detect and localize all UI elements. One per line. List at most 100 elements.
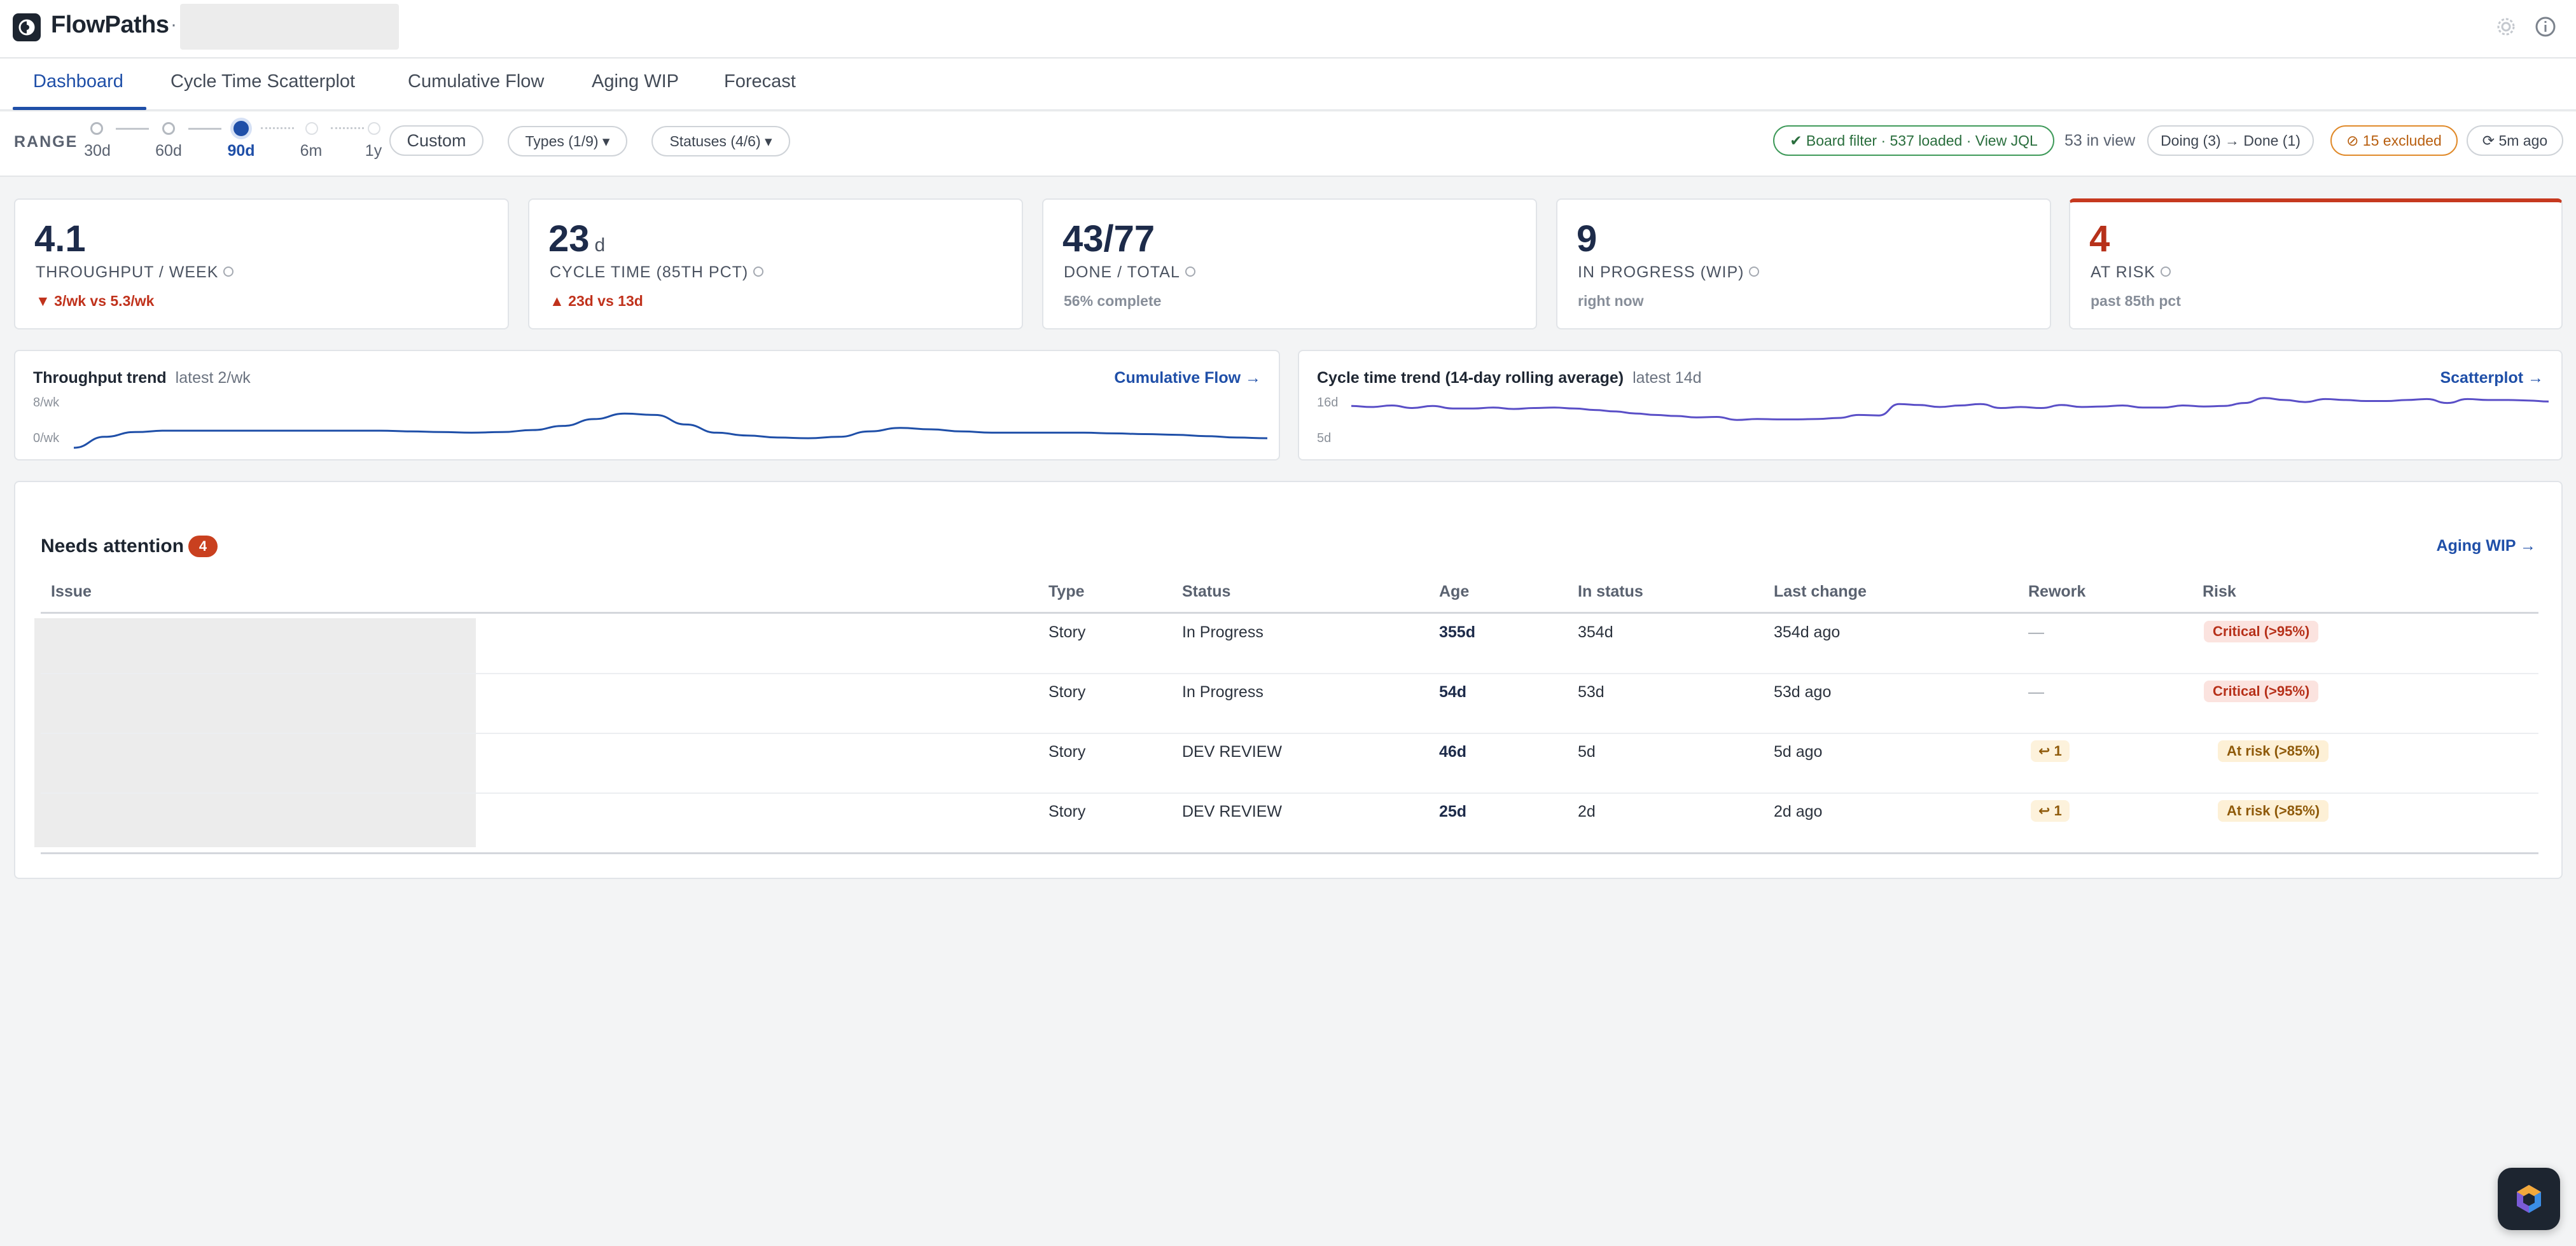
range-stop-label[interactable]: 30d: [84, 142, 111, 160]
y-axis-max: 8/wk: [33, 396, 60, 410]
app-title: FlowPaths: [51, 11, 169, 38]
table-row-last-change: 354d ago: [1774, 623, 1841, 641]
tab-forecast[interactable]: Forecast: [724, 71, 796, 92]
info-icon[interactable]: [1185, 267, 1195, 277]
kpi-value: 43/77: [1062, 218, 1155, 260]
types-filter[interactable]: Types (1/9) ▾: [508, 126, 627, 156]
column-header-risk[interactable]: Risk: [2203, 583, 2236, 600]
column-header-in-status[interactable]: In status: [1578, 583, 1643, 600]
trend-title: Throughput trend latest 2/wk: [33, 369, 251, 387]
cycle-time-sparkline: [1351, 397, 2549, 421]
kpi-value: 23 d: [548, 218, 606, 260]
excluded-badge[interactable]: ⊘ 15 excluded: [2330, 125, 2458, 156]
table-row-status: DEV REVIEW: [1182, 743, 1282, 761]
table-row-type: Story: [1048, 623, 1086, 641]
info-icon[interactable]: [2534, 15, 2557, 38]
kpi-sub: 56% complete: [1064, 293, 1162, 309]
kpi-at-risk: 4 AT RISK past 85th pct: [2069, 198, 2563, 329]
range-stop-90d[interactable]: [233, 121, 249, 136]
column-header-type[interactable]: Type: [1048, 583, 1085, 600]
row-divider: [41, 733, 2538, 734]
tab-cycle-time-scatterplot[interactable]: Cycle Time Scatterplot: [171, 71, 356, 92]
table-row-age: 54d: [1439, 683, 1467, 701]
board-filter-badge[interactable]: ✔ Board filter · 537 loaded · View JQL: [1773, 125, 2054, 156]
range-stop-label[interactable]: 6m: [300, 142, 323, 160]
table-row-status: DEV REVIEW: [1182, 803, 1282, 820]
table-row-rework: —: [2028, 623, 2044, 641]
table-row-status: In Progress: [1182, 683, 1264, 701]
table-row-rework: —: [2028, 683, 2044, 701]
table-bottom-divider: [41, 852, 2538, 854]
info-icon[interactable]: [2160, 267, 2171, 277]
needs-attention-title: Needs attention: [41, 536, 184, 557]
refresh-button[interactable]: ⟳ 5m ago: [2467, 125, 2563, 156]
range-track: [188, 128, 221, 130]
aging-wip-link[interactable]: Aging WIP →: [2436, 537, 2536, 555]
y-axis-max: 16d: [1317, 396, 1339, 410]
info-icon[interactable]: [1749, 267, 1760, 277]
custom-range-button[interactable]: Custom: [389, 125, 484, 156]
column-header-issue[interactable]: Issue: [51, 583, 92, 600]
table-row-in-status: 2d: [1578, 803, 1596, 820]
table-row-age: 25d: [1439, 803, 1467, 820]
throughput-series-line: [73, 412, 1268, 449]
table-row-last-change: 5d ago: [1774, 743, 1823, 761]
column-header-last-change[interactable]: Last change: [1774, 583, 1867, 600]
table-row-type: Story: [1048, 683, 1086, 701]
title-separator: ·: [171, 14, 177, 35]
statuses-filter[interactable]: Statuses (4/6) ▾: [651, 126, 790, 156]
range-track: [261, 127, 294, 129]
table-row-type: Story: [1048, 803, 1086, 820]
cumulative-flow-link[interactable]: Cumulative Flow →: [1114, 369, 1261, 387]
info-icon[interactable]: [223, 267, 234, 277]
risk-badge: Critical (>95%): [2204, 681, 2319, 702]
table-row-age: 355d: [1439, 623, 1475, 641]
cycle-time-series-line: [1351, 397, 2549, 421]
scatterplot-link[interactable]: Scatterplot →: [2440, 369, 2544, 387]
needs-attention-count: 4: [188, 536, 218, 557]
column-header-rework[interactable]: Rework: [2028, 583, 2086, 600]
logo-icon[interactable]: [13, 13, 41, 41]
risk-badge: At risk (>85%): [2218, 740, 2329, 762]
kpi-throughput: 4.1 THROUGHPUT / WEEK ▼ 3/wk vs 5.3/wk: [14, 198, 509, 329]
kpi-value: 4: [2089, 218, 2110, 260]
assistant-button[interactable]: [2498, 1168, 2560, 1230]
throughput-trend-card: Throughput trend latest 2/wk Cumulative F…: [14, 350, 1280, 460]
main-tabs: Dashboard Cycle Time Scatterplot Cumulat…: [0, 59, 2576, 111]
tab-aging-wip[interactable]: Aging WIP: [592, 71, 679, 92]
range-track: [331, 127, 364, 129]
kpi-label: IN PROGRESS (WIP): [1578, 263, 1760, 282]
kpi-delta: ▲ 23d vs 13d: [550, 293, 643, 309]
range-stop-30d[interactable]: [90, 122, 103, 135]
info-icon[interactable]: [753, 267, 764, 277]
row-divider: [41, 793, 2538, 794]
y-axis-min: 5d: [1317, 431, 1332, 445]
status-range-filter[interactable]: Doing (3) → Done (1): [2147, 125, 2314, 156]
trend-title: Cycle time trend (14-day rolling average…: [1317, 369, 1702, 387]
tab-cumulative-flow[interactable]: Cumulative Flow: [408, 71, 545, 92]
kpi-label: CYCLE TIME (85TH PCT): [550, 263, 764, 282]
kpi-sub: past 85th pct: [2091, 293, 2181, 309]
kpi-label: AT RISK: [2091, 263, 2171, 282]
kpi-label: DONE / TOTAL: [1064, 263, 1195, 282]
range-stop-6m[interactable]: [305, 122, 318, 135]
table-row-last-change: 2d ago: [1774, 803, 1823, 820]
column-header-status[interactable]: Status: [1182, 583, 1231, 600]
column-header-age[interactable]: Age: [1439, 583, 1470, 600]
cycle-time-trend-card: Cycle time trend (14-day rolling average…: [1298, 350, 2563, 460]
range-stop-label[interactable]: 90d: [227, 142, 255, 160]
active-tab-indicator: [13, 107, 146, 110]
table-row-status: In Progress: [1182, 623, 1264, 641]
tab-dashboard[interactable]: Dashboard: [33, 71, 123, 92]
kpi-done-total: 43/77 DONE / TOTAL 56% complete: [1042, 198, 1537, 329]
risk-badge: At risk (>85%): [2218, 800, 2329, 822]
settings-icon[interactable]: [2495, 15, 2517, 38]
range-stop-1y[interactable]: [368, 122, 380, 135]
range-stop-label[interactable]: 1y: [365, 142, 382, 160]
range-stop-label[interactable]: 60d: [155, 142, 182, 160]
rework-badge: ↩ 1: [2031, 800, 2070, 822]
range-track: [116, 128, 149, 130]
needs-attention-card: Needs attention 4 Aging WIP → Issue Type…: [14, 481, 2563, 879]
range-stop-60d[interactable]: [162, 122, 175, 135]
table-row-age: 46d: [1439, 743, 1467, 761]
